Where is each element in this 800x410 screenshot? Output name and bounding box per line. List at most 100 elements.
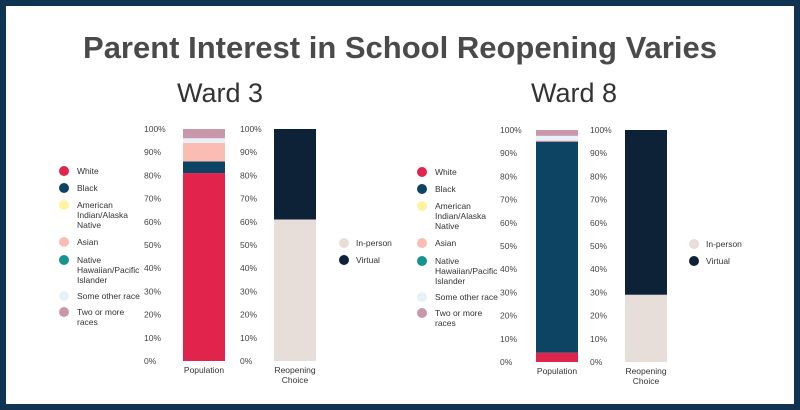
legend-swatch xyxy=(417,201,427,211)
legend-label: Two or more races xyxy=(435,308,483,328)
legend-swatch xyxy=(417,292,427,302)
y-tick-label: 80% xyxy=(144,170,161,180)
bar-segment-two-or-more-races xyxy=(536,130,578,136)
ward-8-choice-legend: In-person Virtual xyxy=(689,239,742,266)
legend-label: American Indian/Alaska Native xyxy=(77,200,128,230)
legend-swatch xyxy=(689,239,699,249)
ward-3-title: Ward 3 xyxy=(176,78,264,108)
y-tick-label: 0% xyxy=(590,357,603,367)
legend-label: Some other race xyxy=(77,291,140,301)
ward-3-race-legend: White Black American Indian/Alaska Native Asi… xyxy=(59,166,140,327)
legend-label: Some other race xyxy=(435,292,498,302)
legend-label: Asian xyxy=(77,237,99,247)
legend-item-in-person: In-person xyxy=(339,238,392,248)
legend-swatch xyxy=(59,183,69,193)
y-tick-label: 30% xyxy=(144,286,161,296)
x-category-label: Reopening xyxy=(274,365,315,375)
legend-item-asian: Asian xyxy=(59,237,99,247)
y-tick-label: 30% xyxy=(590,287,607,297)
bar-segment-black xyxy=(183,161,225,174)
y-tick-label: 50% xyxy=(500,241,517,251)
y-tick-label: 90% xyxy=(590,148,607,158)
legend-label: Virtual xyxy=(356,255,380,265)
legend-item-american-indian-alaska-native: American Indian/Alaska Native xyxy=(59,200,128,230)
y-tick-label: 100% xyxy=(590,125,612,135)
y-tick-label: 60% xyxy=(500,218,517,228)
y-tick-label: 20% xyxy=(144,310,161,320)
legend-item-two-or-more-races: Two or more races xyxy=(59,307,125,327)
legend-item-native-hawaiian-pacific-islander: Native Hawaiian/Pacific Islander xyxy=(417,256,498,286)
legend-item-white: White xyxy=(59,166,99,176)
bar-segment-asian xyxy=(183,142,225,162)
y-tick-label: 40% xyxy=(144,263,161,273)
y-tick-label: 10% xyxy=(144,333,161,343)
legend-swatch xyxy=(339,255,349,265)
bar-segment-virtual xyxy=(274,129,316,220)
ward-3-population-panel: 0% 10% 20% 30% 40% 50% 60% 70% 80% 90% 100% Populat… xyxy=(144,124,225,375)
y-tick-label: 0% xyxy=(240,356,253,366)
x-category-label: Choice xyxy=(282,375,309,385)
legend-swatch xyxy=(689,256,699,266)
bar-segment-white xyxy=(183,173,225,361)
y-tick-label: 10% xyxy=(240,333,257,343)
x-category-label: Population xyxy=(537,366,577,376)
legend-label: White xyxy=(435,167,457,177)
y-tick-label: 50% xyxy=(590,241,607,251)
y-tick-label: 90% xyxy=(500,148,517,158)
legend-swatch xyxy=(59,200,69,210)
y-tick-label: 30% xyxy=(240,286,257,296)
ward-3-reopening-choice-panel: 0% 10% 20% 30% 40% 50% 60% 70% 80% 90% 100% Reopeni… xyxy=(240,124,316,385)
legend-item-white: White xyxy=(417,167,457,177)
legend-item-black: Black xyxy=(59,183,99,193)
legend-label: Asian xyxy=(435,238,457,248)
y-tick-label: 40% xyxy=(240,263,257,273)
legend-swatch xyxy=(417,167,427,177)
legend-item-some-other-race: Some other race xyxy=(417,292,498,302)
legend-swatch xyxy=(339,238,349,248)
y-tick-label: 20% xyxy=(240,310,257,320)
legend-label: In-person xyxy=(706,239,742,249)
y-tick-label: 100% xyxy=(240,124,262,134)
chart-title: Parent Interest in School Reopening Vari… xyxy=(83,30,717,65)
y-tick-label: 20% xyxy=(500,311,517,321)
legend-label: In-person xyxy=(356,238,392,248)
y-tick-label: 20% xyxy=(590,311,607,321)
y-tick-label: 50% xyxy=(144,240,161,250)
legend-item-asian: Asian xyxy=(417,238,457,248)
x-category-label: Population xyxy=(184,365,224,375)
legend-item-native-hawaiian-pacific-islander: Native Hawaiian/Pacific Islander xyxy=(59,255,140,285)
y-tick-label: 40% xyxy=(590,264,607,274)
legend-item-virtual: Virtual xyxy=(689,256,730,266)
legend-swatch xyxy=(59,291,69,301)
ward-8-race-legend: White Black American Indian/Alaska Native Asi… xyxy=(417,167,498,328)
legend-label: American Indian/Alaska Native xyxy=(435,201,486,231)
legend-item-black: Black xyxy=(417,184,457,194)
legend-swatch xyxy=(59,255,69,265)
legend-label: Black xyxy=(435,184,457,194)
ward-8-population-panel: 0% 10% 20% 30% 40% 50% 60% 70% 80% 90% 100% Populat… xyxy=(500,125,578,376)
y-tick-label: 60% xyxy=(240,217,257,227)
legend-swatch xyxy=(417,308,427,318)
y-tick-label: 50% xyxy=(240,240,257,250)
legend-label: Native Hawaiian/Pacific Islander xyxy=(435,256,498,286)
legend-item-in-person: In-person xyxy=(689,239,742,249)
legend-label: Black xyxy=(77,183,99,193)
ward-8-reopening-choice-panel: 0% 10% 20% 30% 40% 50% 60% 70% 80% 90% 100% Reopeni… xyxy=(590,125,667,386)
legend-swatch xyxy=(59,307,69,317)
bar-segment-black xyxy=(536,141,578,353)
legend-label: Native Hawaiian/Pacific Islander xyxy=(77,255,140,285)
y-tick-label: 80% xyxy=(500,171,517,181)
ward-3-choice-legend: In-person Virtual xyxy=(339,238,392,265)
legend-label: White xyxy=(77,166,99,176)
y-tick-label: 70% xyxy=(144,194,161,204)
legend-label: Two or more races xyxy=(77,307,125,327)
bar-segment-two-or-more-races xyxy=(183,129,225,139)
legend-item-some-other-race: Some other race xyxy=(59,291,140,301)
y-tick-label: 30% xyxy=(500,287,517,297)
legend-item-virtual: Virtual xyxy=(339,255,380,265)
legend-swatch xyxy=(59,237,69,247)
ward-8-title: Ward 8 xyxy=(530,78,618,108)
y-tick-label: 90% xyxy=(240,147,257,157)
y-tick-label: 100% xyxy=(144,124,166,134)
